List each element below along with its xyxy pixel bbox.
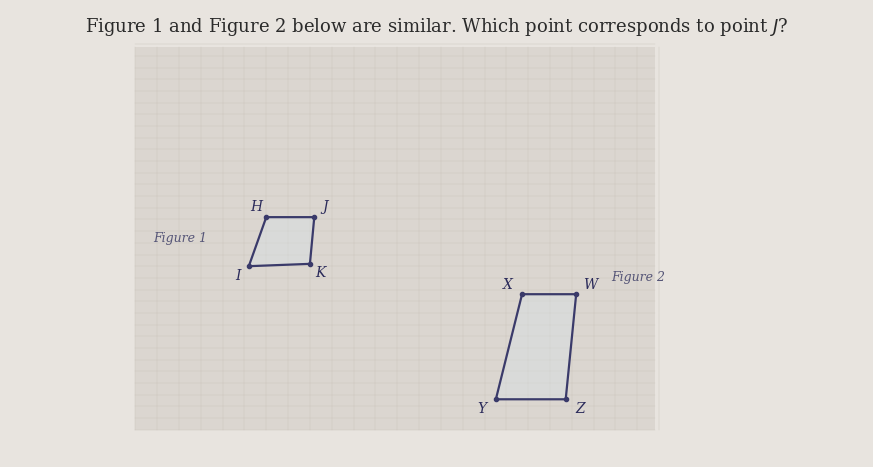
Text: J: J [322,200,327,214]
Text: Figure 2: Figure 2 [611,271,665,284]
Polygon shape [249,217,314,266]
Text: Figure 1: Figure 1 [153,232,207,245]
Text: Y: Y [478,402,486,416]
Polygon shape [496,294,576,399]
Text: X: X [503,278,513,292]
Text: Figure 1 and Figure 2 below are similar. Which point corresponds to point $J$?: Figure 1 and Figure 2 below are similar.… [85,16,788,38]
Text: K: K [315,266,326,280]
Text: Z: Z [574,402,585,416]
Text: I: I [236,269,241,283]
Text: H: H [250,200,262,214]
Text: W: W [583,278,597,292]
Bar [135,47,655,430]
